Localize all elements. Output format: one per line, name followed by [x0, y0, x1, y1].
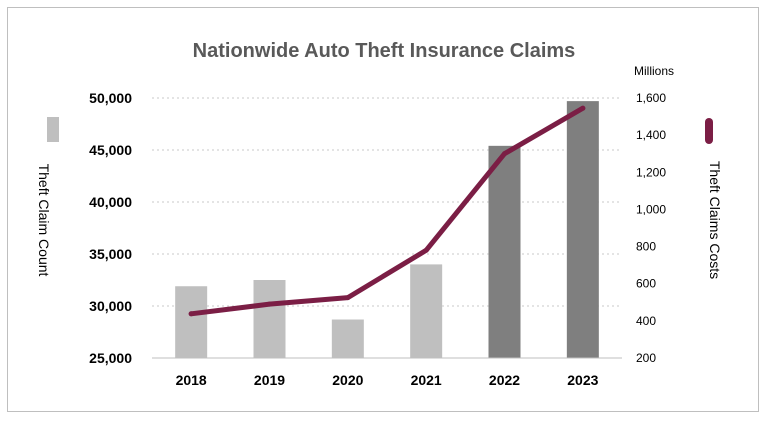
chart-frame: [7, 7, 759, 412]
right-tick-label: 400: [636, 314, 656, 328]
cost-line: [188, 105, 586, 317]
legend-bar-swatch: [47, 117, 59, 142]
right-tick-label: 1,200: [636, 165, 666, 179]
left-tick-label: 35,000: [89, 246, 132, 262]
bar: [566, 101, 599, 359]
right-tick-label: 200: [636, 351, 656, 365]
cost-point: [345, 295, 351, 301]
left-tick-label: 45,000: [89, 142, 132, 158]
bar: [175, 286, 208, 358]
right-tick-label: 800: [636, 240, 656, 254]
x-tick-label: 2022: [489, 372, 520, 388]
right-tick-label: 1,400: [636, 128, 666, 142]
cost-point: [188, 311, 194, 317]
left-tick-label: 25,000: [89, 350, 132, 366]
left-tick-label: 30,000: [89, 298, 132, 314]
x-tick-label: 2021: [411, 372, 442, 388]
bar: [410, 264, 443, 358]
cost-point: [502, 151, 507, 157]
x-tick-label: 2020: [332, 372, 363, 388]
left-tick-label: 50,000: [89, 90, 132, 106]
chart-title: Nationwide Auto Theft Insurance Claims: [192, 40, 576, 62]
legend-line-swatch: [705, 118, 713, 144]
bar: [253, 280, 286, 358]
x-tick-label: 2023: [567, 372, 598, 388]
cost-point: [580, 105, 586, 111]
x-tick-label: 2018: [176, 372, 207, 388]
right-axis-units: Millions: [634, 64, 675, 78]
right-tick-label: 600: [636, 277, 656, 291]
bar: [331, 319, 364, 358]
cost-point: [267, 301, 272, 307]
cost-point: [423, 247, 429, 253]
right-tick-label: 1,000: [636, 202, 666, 216]
right-tick-label: 1,600: [636, 91, 666, 105]
left-tick-label: 40,000: [89, 194, 132, 210]
bar: [488, 145, 521, 358]
x-tick-label: 2019: [254, 372, 285, 388]
